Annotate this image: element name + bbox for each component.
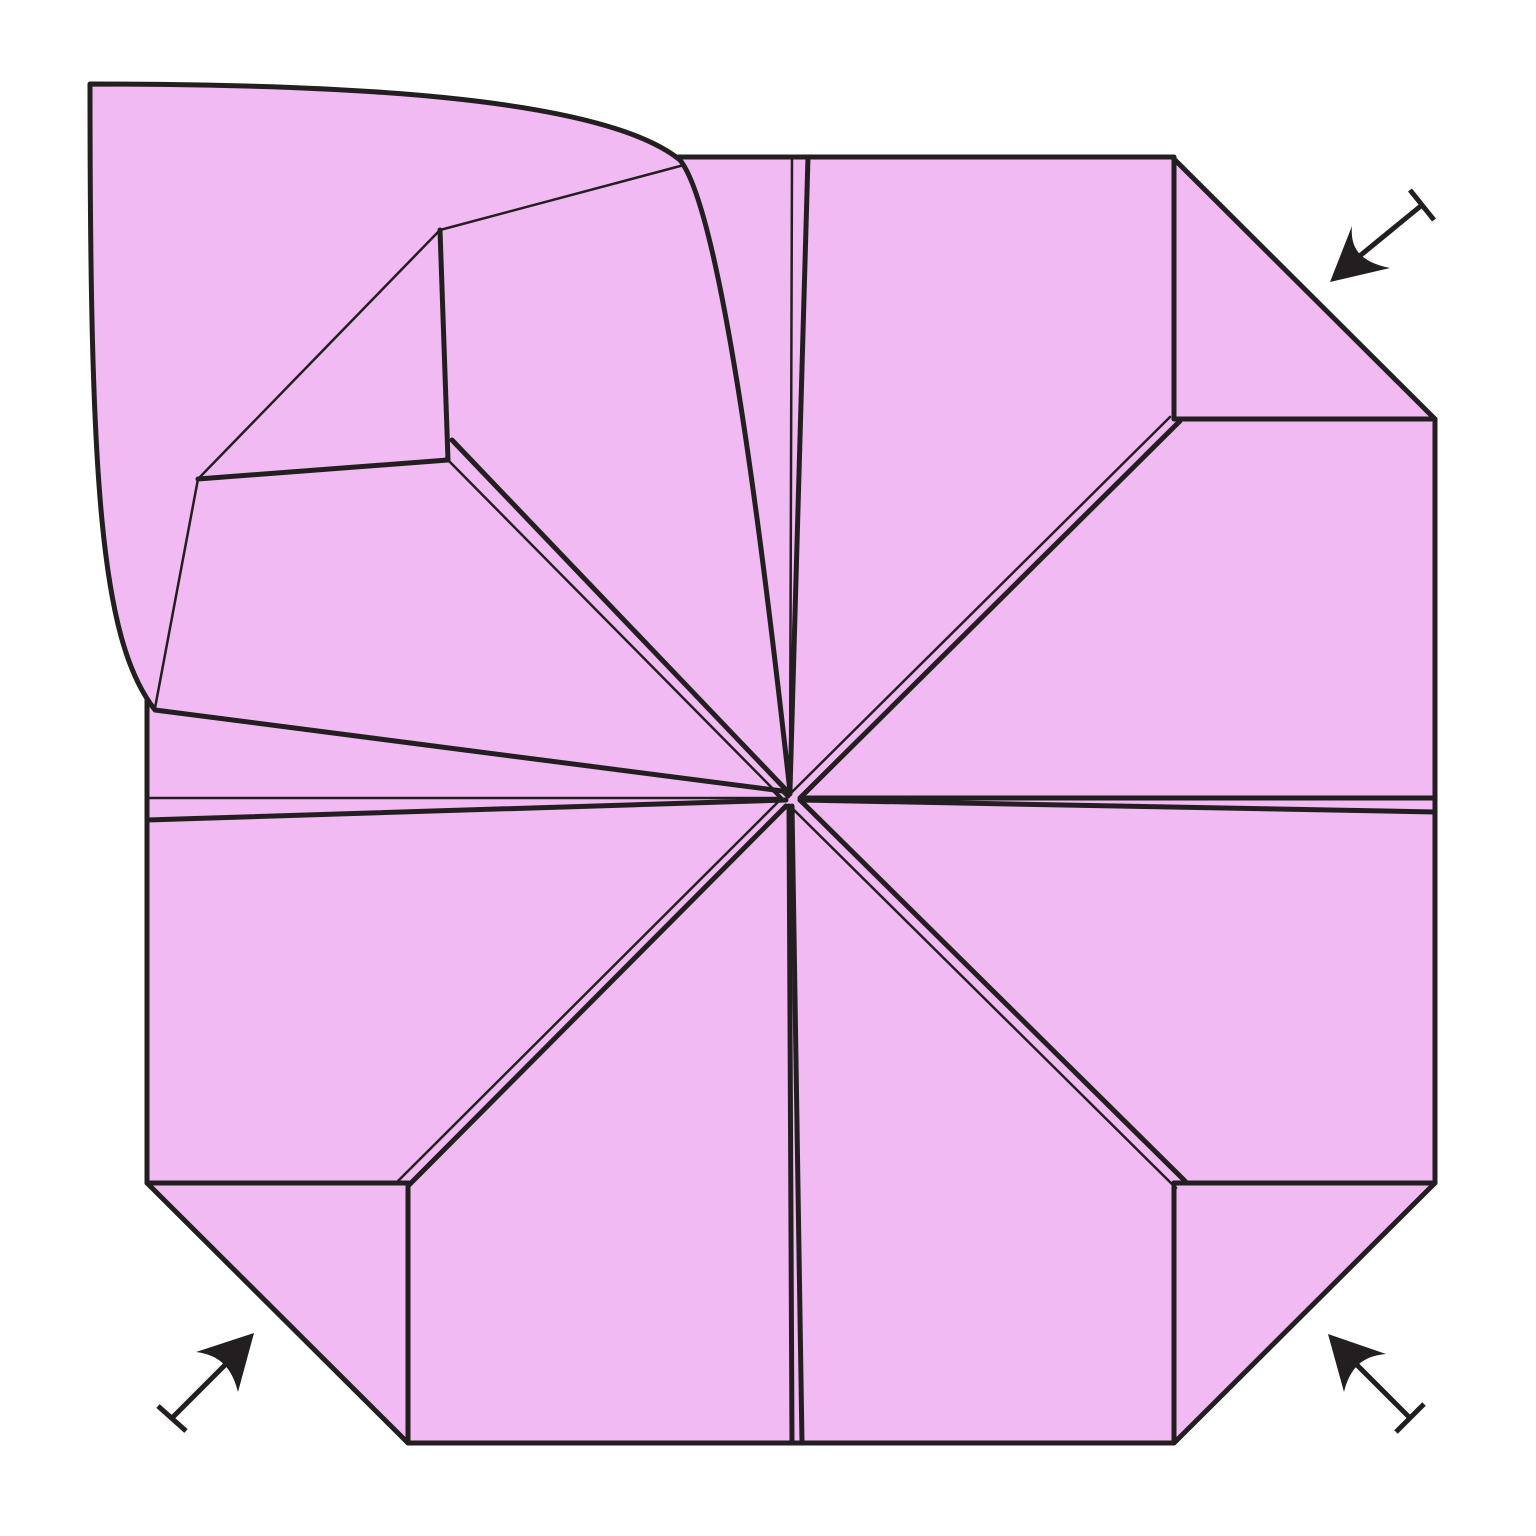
diagonal-sw-inner [396, 798, 782, 1183]
curl-inner-fold-top [153, 163, 686, 710]
arrow-top-right [1330, 188, 1436, 282]
arrow-bottom-left [156, 1333, 254, 1433]
curl-diagonal-outer [449, 437, 793, 797]
curled-flap [87, 81, 793, 802]
diagonal-se-outer [797, 797, 1188, 1184]
center-folds [144, 154, 1438, 1446]
arrow-bottom-left-tail-bar [156, 1404, 188, 1433]
diagonal-ne-outer [797, 418, 1183, 801]
corner-flaps [144, 154, 1438, 1446]
vertical-bottom-right [789, 803, 805, 1446]
horizontal-left-lower [144, 797, 789, 823]
horizontal-right-lower [797, 797, 1438, 815]
vertical-top-left [788, 155, 794, 792]
curl-diagonal-inner [444, 456, 786, 802]
arrow-bottom-right-head [1328, 1334, 1386, 1392]
vertical-bottom-left [786, 803, 795, 1446]
diagonal-ne-inner [788, 415, 1172, 796]
diagonal-sw-outer [405, 803, 789, 1189]
arrow-bottom-left-head [196, 1333, 254, 1392]
arrow-bottom-right [1328, 1334, 1426, 1434]
curled-flap-outline [87, 81, 793, 795]
vertical-top-right [787, 154, 811, 793]
diagonal-se-inner [790, 806, 1178, 1190]
arrow-top-right-head [1330, 226, 1390, 282]
